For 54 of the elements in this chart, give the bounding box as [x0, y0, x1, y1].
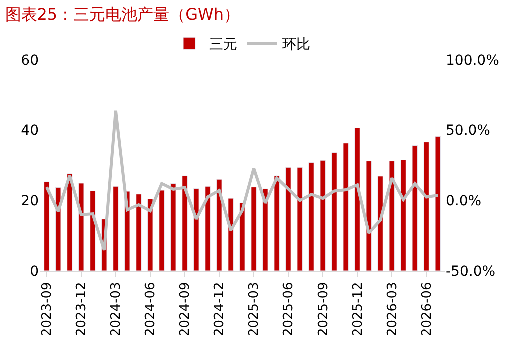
bar	[56, 187, 62, 271]
chart-title: 图表25：三元电池产量（GWh）	[5, 5, 240, 24]
bar	[308, 162, 314, 271]
bar	[332, 152, 338, 271]
bar	[435, 136, 441, 271]
bar	[194, 188, 200, 271]
bar	[389, 161, 395, 271]
bar	[412, 146, 418, 271]
legend-label: 三元	[210, 37, 238, 54]
bar	[216, 179, 222, 271]
x-tick-label: 2024-09	[178, 282, 194, 337]
x-tick-label: 2025-03	[247, 282, 262, 337]
bar	[90, 190, 96, 271]
x-tick-label: 2024-06	[144, 282, 159, 337]
bar	[251, 187, 257, 271]
bar	[366, 161, 372, 271]
line-series	[45, 109, 440, 252]
y2-tick-label: 0.0%	[446, 194, 482, 210]
bar	[182, 176, 188, 271]
bar	[136, 194, 142, 271]
y-tick-label: 60	[21, 52, 39, 69]
bar	[378, 176, 384, 271]
bar	[262, 188, 268, 271]
x-tick-label: 2023-12	[74, 282, 90, 337]
bar	[159, 190, 165, 271]
x-tick-label: 2025-12	[350, 282, 366, 337]
bar	[148, 199, 154, 271]
bar	[205, 186, 211, 271]
y2-tick-label: -50.0%	[446, 264, 496, 280]
bar	[320, 160, 326, 271]
y2-tick-label: 100.0%	[446, 52, 500, 69]
y-tick-label: 40	[21, 123, 39, 140]
bar	[113, 186, 119, 271]
bar	[170, 184, 176, 271]
y2-tick-label: 50.0%	[446, 123, 490, 140]
x-tick-label: 2025-09	[316, 282, 332, 337]
y-tick-label: 20	[21, 194, 39, 210]
bar	[343, 143, 349, 271]
bar	[274, 176, 280, 271]
bar	[400, 160, 406, 271]
bar	[297, 167, 303, 271]
x-tick-label: 2023-09	[40, 282, 56, 337]
bar	[44, 182, 50, 271]
legend-label: 环比	[282, 37, 310, 54]
y-tick-label: 0	[30, 264, 39, 280]
x-tick-label: 2025-06	[282, 282, 297, 337]
x-tick-label: 2024-12	[212, 282, 228, 337]
x-tick-label: 2026-03	[385, 282, 400, 337]
bar	[286, 167, 292, 271]
x-tick-label: 2026-06	[420, 282, 435, 337]
bar	[78, 183, 84, 271]
x-tick-label: 2024-03	[109, 282, 124, 337]
bar	[354, 128, 360, 271]
bar	[424, 142, 430, 271]
